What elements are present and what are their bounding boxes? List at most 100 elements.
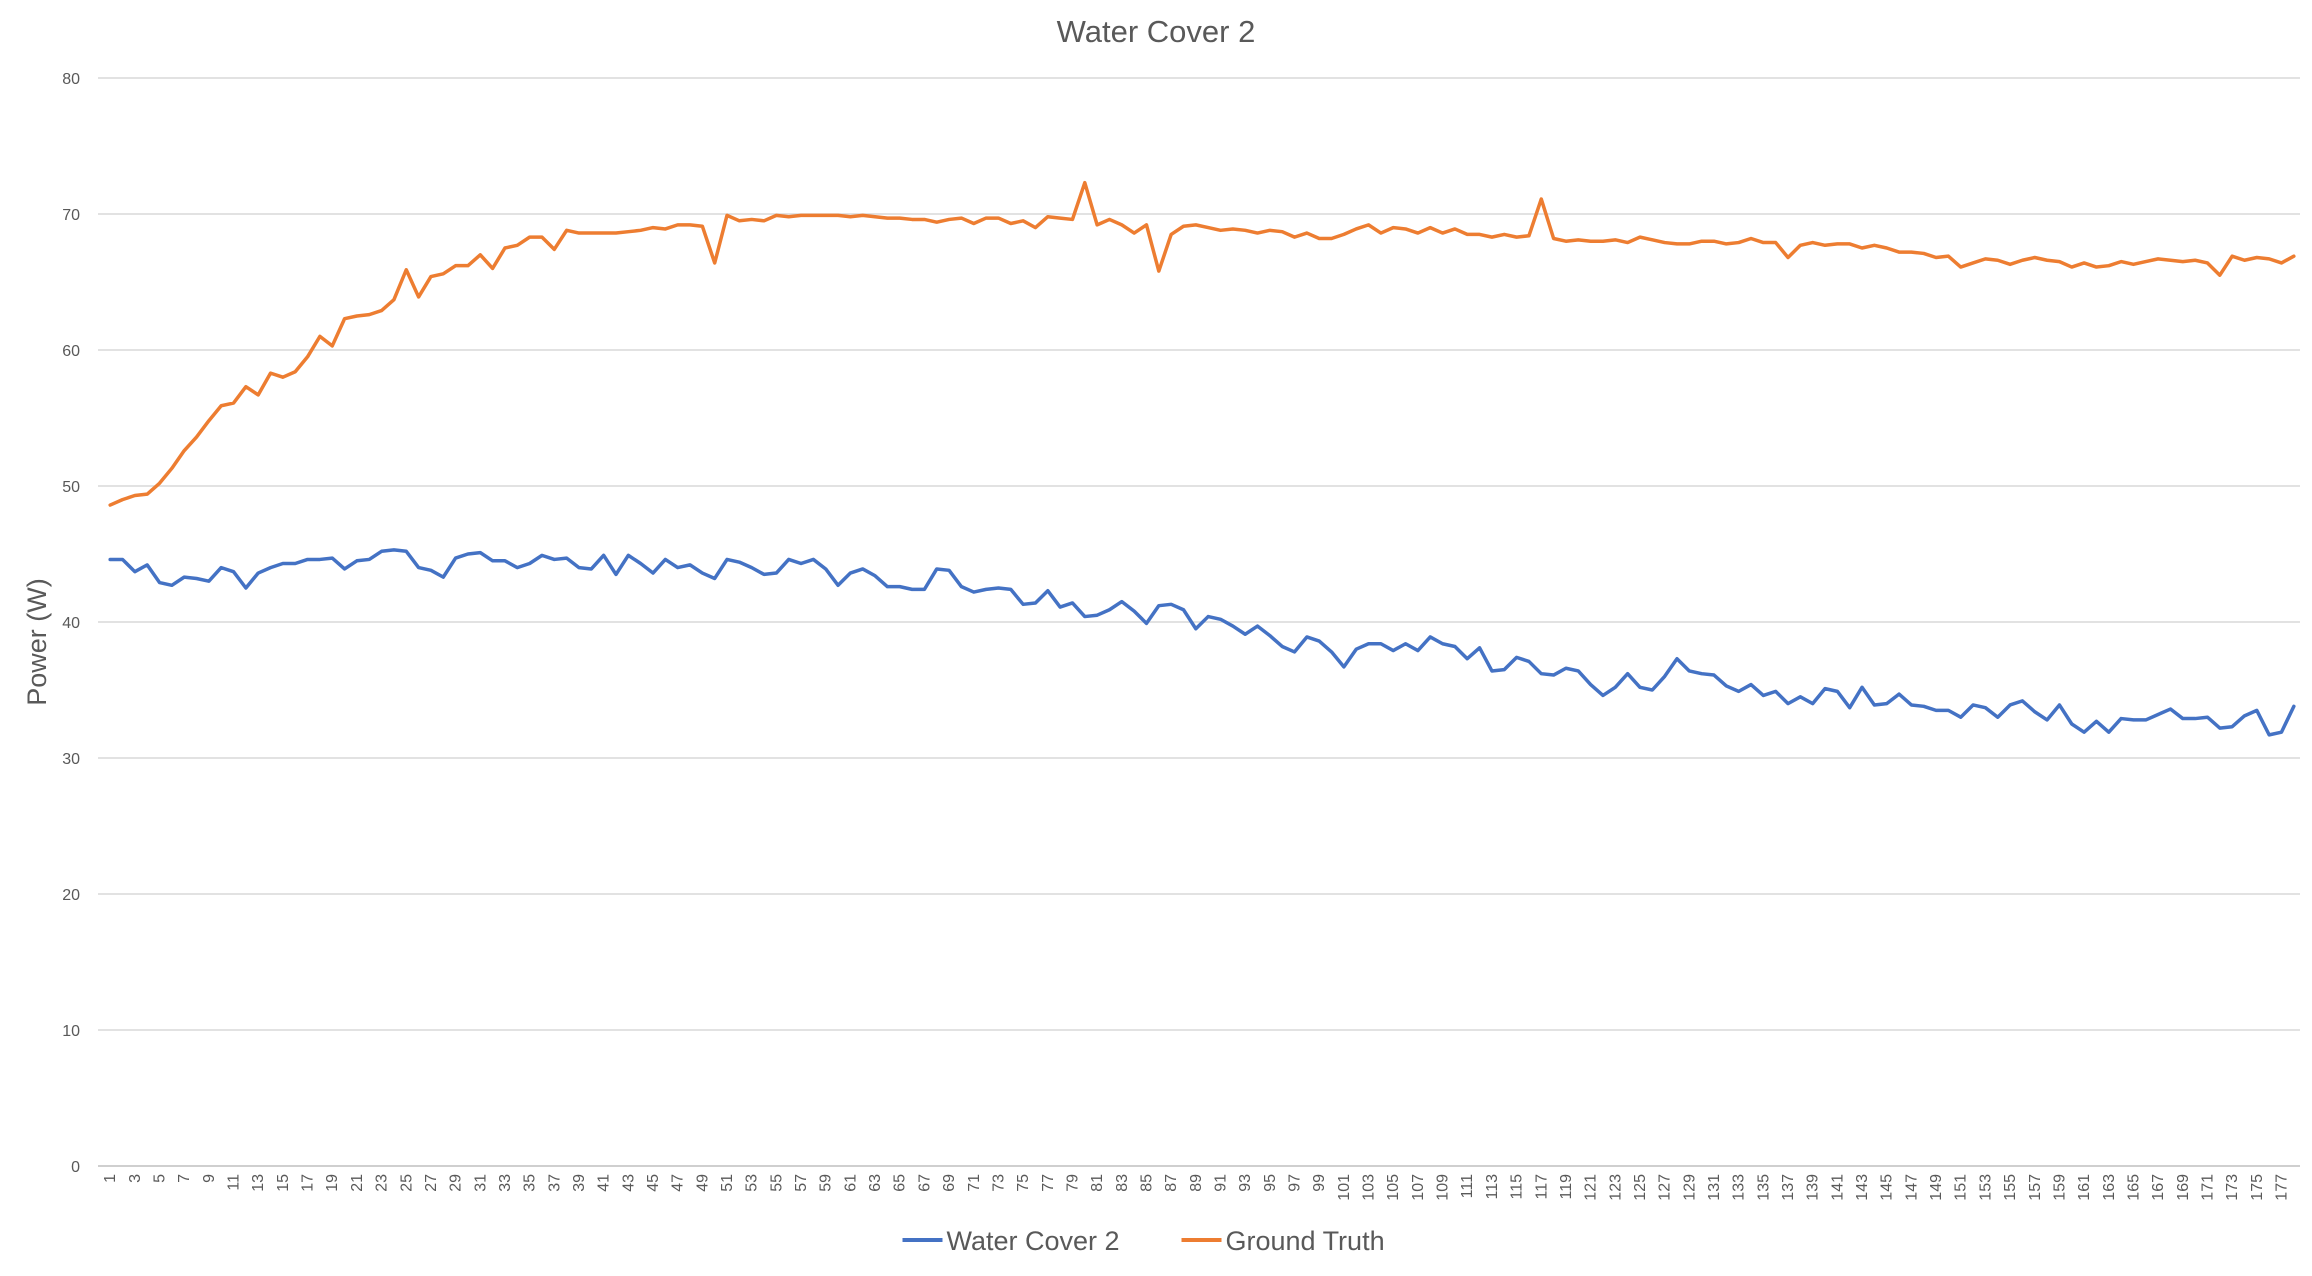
- x-tick-label: 19: [324, 1174, 341, 1192]
- y-tick-label: 70: [62, 207, 80, 224]
- x-tick-label: 13: [250, 1174, 267, 1192]
- x-tick-label: 161: [2076, 1174, 2093, 1201]
- x-tick-label: 31: [472, 1174, 489, 1192]
- x-tick-label: 83: [1114, 1174, 1131, 1192]
- x-tick-label: 125: [1632, 1174, 1649, 1201]
- y-tick-label: 40: [62, 615, 80, 632]
- y-axis-ticks: 0 10 20 30 40 50 60 70 80: [62, 71, 80, 1176]
- chart-title: Water Cover 2: [1057, 14, 1256, 49]
- x-tick-label: 63: [867, 1174, 884, 1192]
- x-tick-label: 163: [2101, 1174, 2118, 1201]
- y-tick-label: 0: [71, 1159, 80, 1176]
- x-tick-label: 39: [571, 1174, 588, 1192]
- y-tick-label: 60: [62, 343, 80, 360]
- x-tick-label: 177: [2273, 1174, 2290, 1201]
- x-tick-label: 103: [1361, 1174, 1378, 1201]
- x-tick-label: 89: [1188, 1174, 1205, 1192]
- x-tick-label: 97: [1287, 1174, 1304, 1192]
- y-tick-label: 50: [62, 479, 80, 496]
- x-tick-label: 133: [1731, 1174, 1748, 1201]
- x-tick-label: 145: [1879, 1174, 1896, 1201]
- x-tick-label: 143: [1854, 1174, 1871, 1201]
- x-tick-label: 149: [1928, 1174, 1945, 1201]
- x-tick-label: 153: [1977, 1174, 1994, 1201]
- x-tick-label: 35: [522, 1174, 539, 1192]
- y-tick-label: 20: [62, 887, 80, 904]
- x-tick-label: 135: [1755, 1174, 1772, 1201]
- y-axis-label: Power (W): [22, 578, 52, 706]
- x-tick-label: 109: [1435, 1174, 1452, 1201]
- series-line-water-cover-2: [108, 548, 2296, 737]
- x-tick-label: 23: [374, 1174, 391, 1192]
- series-lines: [108, 180, 2296, 737]
- x-tick-label: 49: [694, 1174, 711, 1192]
- x-tick-label: 123: [1607, 1174, 1624, 1201]
- x-tick-label: 99: [1311, 1174, 1328, 1192]
- y-tick-label: 30: [62, 751, 80, 768]
- legend: Water Cover 2 Ground Truth: [902, 1226, 1385, 1256]
- x-tick-label: 79: [1064, 1174, 1081, 1192]
- x-tick-label: 129: [1681, 1174, 1698, 1201]
- x-tick-label: 73: [990, 1174, 1007, 1192]
- x-tick-label: 57: [793, 1174, 810, 1192]
- x-tick-label: 119: [1558, 1174, 1575, 1200]
- x-tick-label: 113: [1484, 1174, 1501, 1200]
- legend-label: Water Cover 2: [947, 1226, 1120, 1256]
- x-tick-label: 55: [768, 1174, 785, 1192]
- x-tick-label: 11: [226, 1174, 243, 1191]
- x-tick-label: 127: [1657, 1174, 1674, 1201]
- x-axis-ticks: 1 3 5 7 9 11 13 15 17 19 21 23 25 27 29 31 33 35 37 39 41 43 4…: [102, 1174, 2290, 1201]
- x-tick-label: 43: [620, 1174, 637, 1192]
- x-tick-label: 175: [2249, 1174, 2266, 1201]
- x-tick-label: 157: [2027, 1174, 2044, 1201]
- x-tick-label: 65: [892, 1174, 909, 1192]
- x-tick-label: 77: [1040, 1174, 1057, 1192]
- x-tick-label: 101: [1336, 1174, 1353, 1201]
- x-tick-label: 47: [670, 1174, 687, 1192]
- x-tick-label: 1: [102, 1174, 119, 1183]
- x-tick-label: 69: [941, 1174, 958, 1192]
- x-tick-label: 139: [1805, 1174, 1822, 1201]
- x-tick-label: 45: [645, 1174, 662, 1192]
- gridlines: [98, 77, 2300, 1167]
- x-tick-label: 61: [842, 1174, 859, 1192]
- x-tick-label: 87: [1163, 1174, 1180, 1192]
- x-tick-label: 75: [1015, 1174, 1032, 1192]
- y-tick-label: 80: [62, 71, 80, 88]
- x-tick-label: 95: [1262, 1174, 1279, 1192]
- x-tick-label: 169: [2175, 1174, 2192, 1201]
- series-line-ground-truth: [108, 180, 2296, 507]
- x-tick-label: 21: [349, 1174, 366, 1192]
- x-tick-label: 67: [916, 1174, 933, 1192]
- x-tick-label: 111: [1459, 1174, 1476, 1198]
- x-tick-label: 171: [2199, 1174, 2216, 1201]
- x-tick-label: 173: [2224, 1174, 2241, 1201]
- x-tick-label: 105: [1385, 1174, 1402, 1201]
- x-tick-label: 107: [1410, 1174, 1427, 1201]
- x-tick-label: 147: [1903, 1174, 1920, 1201]
- x-tick-label: 131: [1706, 1174, 1723, 1201]
- x-tick-label: 3: [127, 1174, 144, 1183]
- x-tick-label: 41: [596, 1174, 613, 1192]
- x-tick-label: 85: [1138, 1174, 1155, 1192]
- x-tick-label: 25: [398, 1174, 415, 1192]
- legend-label: Ground Truth: [1226, 1226, 1385, 1256]
- x-tick-label: 51: [719, 1174, 736, 1192]
- x-tick-label: 53: [744, 1174, 761, 1192]
- x-tick-label: 121: [1583, 1174, 1600, 1201]
- y-tick-label: 10: [62, 1023, 80, 1040]
- x-tick-label: 155: [2002, 1174, 2019, 1201]
- x-tick-label: 15: [275, 1174, 292, 1192]
- x-tick-label: 115: [1509, 1174, 1526, 1200]
- x-tick-label: 151: [1953, 1174, 1970, 1201]
- x-tick-label: 93: [1237, 1174, 1254, 1192]
- x-tick-label: 7: [176, 1174, 193, 1183]
- x-tick-label: 27: [423, 1174, 440, 1192]
- x-tick-label: 9: [201, 1174, 218, 1183]
- x-tick-label: 165: [2125, 1174, 2142, 1201]
- x-tick-label: 29: [448, 1174, 465, 1192]
- x-tick-label: 17: [300, 1174, 317, 1192]
- x-tick-label: 159: [2051, 1174, 2068, 1201]
- x-tick-label: 71: [966, 1174, 983, 1192]
- x-tick-label: 137: [1780, 1174, 1797, 1201]
